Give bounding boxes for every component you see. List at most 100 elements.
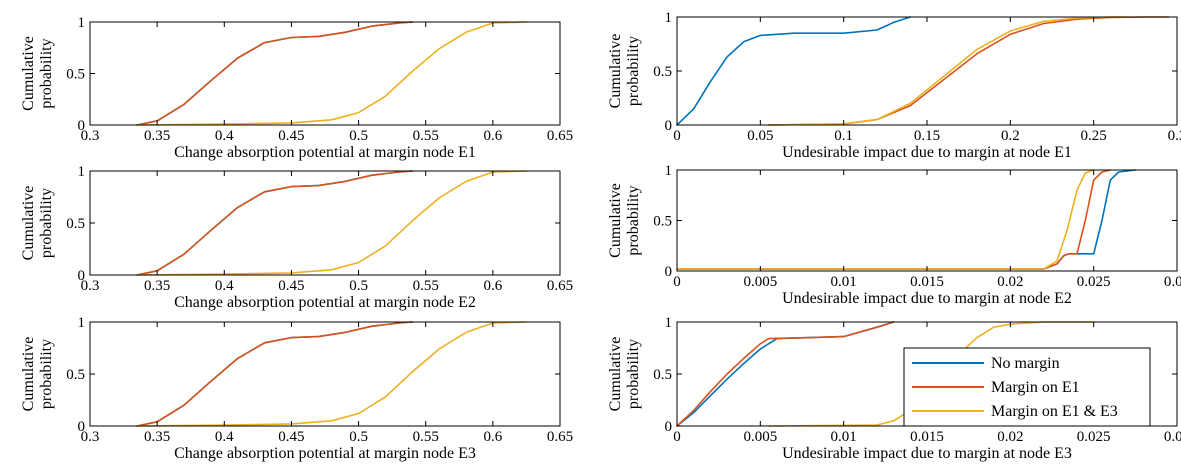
y-axis-label-line: Cumulative: [20, 36, 37, 111]
x-tick-label: 0.65: [547, 429, 573, 445]
x-axis-label: Undesirable impact due to margin at node…: [782, 144, 1072, 161]
y-axis-label-line: Cumulative: [20, 337, 37, 412]
y-axis-label-line: Cumulative: [607, 337, 624, 412]
x-tick-label: 0.3: [81, 429, 100, 445]
x-axis-label: Undesirable impact due to margin at node…: [782, 290, 1072, 307]
x-tick-label: 0: [673, 274, 681, 290]
y-tick-label: 0: [665, 118, 673, 134]
x-tick-label: 0: [673, 128, 681, 144]
y-axis-label: Cumulativeprobability: [607, 183, 642, 258]
series-line-3: [136, 21, 528, 126]
x-tick-label: 0.55: [413, 278, 439, 294]
x-tick-label: 0.55: [413, 128, 439, 144]
y-tick-label: 0.5: [653, 367, 672, 383]
x-tick-label: 0.55: [413, 429, 439, 445]
x-tick-label: 0.3: [1168, 128, 1181, 144]
y-tick-label: 0: [78, 118, 86, 134]
x-tick-label: 0.5: [349, 278, 368, 294]
x-tick-label: 0.4: [215, 278, 234, 294]
y-tick-label: 0.5: [653, 214, 672, 230]
y-axis-label-line: Cumulative: [607, 183, 624, 258]
series-line-2: [136, 21, 414, 126]
y-tick-label: 1: [78, 315, 86, 331]
x-tick-label: 0.4: [215, 128, 234, 144]
axes-box: [89, 170, 561, 276]
y-axis-label-line: probability: [38, 188, 55, 258]
x-tick-label: 0.05: [747, 128, 773, 144]
x-tick-label: 0.6: [483, 429, 502, 445]
series-line-2: [676, 169, 1112, 270]
series-line-3: [676, 169, 1095, 270]
x-tick-label: 0.35: [144, 429, 170, 445]
y-tick-label: 1: [665, 10, 673, 26]
y-tick-label: 0.5: [66, 216, 85, 232]
axes-box: [89, 321, 561, 427]
y-axis-label-line: probability: [625, 36, 642, 106]
x-tick-label: 0.45: [278, 278, 304, 294]
x-tick-label: 0.65: [547, 128, 573, 144]
y-tick-label: 0.5: [66, 67, 85, 83]
x-tick-label: 0.025: [1077, 274, 1111, 290]
panel-3: 0.3 0.35 0.4 0.45 0.5 0.55 0.6 0.65 0 0.5 1 Change …: [20, 164, 573, 311]
legend-entry-label: Margin on E1: [991, 379, 1080, 396]
y-axis-label: Cumulativeprobability: [20, 337, 55, 412]
x-tick-label: 0.005: [743, 429, 777, 445]
x-tick-label: 0.45: [278, 128, 304, 144]
y-tick-label: 0: [665, 264, 673, 280]
y-axis-label: Cumulativeprobability: [607, 34, 642, 109]
y-axis-label: Cumulativeprobability: [607, 337, 642, 412]
series-line-3: [136, 170, 528, 276]
axes-box: [89, 21, 561, 126]
x-tick-label: 0.4: [215, 429, 234, 445]
x-tick-label: 0.1: [834, 128, 853, 144]
y-tick-label: 1: [78, 15, 86, 31]
series-line-2: [136, 170, 414, 276]
series-line-1: [136, 170, 414, 276]
y-tick-label: 1: [665, 163, 673, 179]
x-tick-label: 0.6: [483, 278, 502, 294]
y-tick-label: 1: [665, 315, 673, 331]
axes-box: [676, 16, 1178, 126]
y-tick-label: 0: [665, 419, 673, 435]
y-axis-label-line: probability: [625, 339, 642, 409]
panel-4: 0 0.005 0.01 0.015 0.02 0.025 0.03 0 0.5 1 Undesir…: [607, 163, 1181, 307]
x-tick-label: 0.01: [831, 429, 857, 445]
x-axis-label: Undesirable impact due to margin at node…: [782, 445, 1072, 462]
x-tick-label: 0.015: [910, 274, 944, 290]
series-line-1: [136, 321, 414, 427]
x-tick-label: 0.25: [1081, 128, 1107, 144]
x-tick-label: 0.025: [1077, 429, 1111, 445]
x-tick-label: 0.5: [349, 128, 368, 144]
x-tick-label: 0.01: [831, 274, 857, 290]
x-tick-label: 0.3: [81, 128, 100, 144]
x-tick-label: 0.02: [997, 274, 1023, 290]
x-tick-label: 0.35: [144, 278, 170, 294]
x-tick-label: 0.005: [743, 274, 777, 290]
legend-box: [903, 347, 1151, 427]
y-axis-label-line: Cumulative: [607, 34, 624, 109]
x-tick-label: 0.5: [349, 429, 368, 445]
x-tick-label: 0.35: [144, 128, 170, 144]
series-line-2: [136, 321, 414, 427]
x-tick-label: 0.15: [914, 128, 940, 144]
x-tick-label: 0.015: [910, 429, 944, 445]
x-tick-label: 0.03: [1164, 429, 1181, 445]
y-tick-label: 1: [78, 164, 86, 180]
y-axis-label: Cumulativeprobability: [20, 186, 55, 261]
y-axis-label-line: probability: [38, 38, 55, 108]
x-axis-label: Change absorption potential at margin no…: [174, 144, 476, 161]
y-axis-label-line: probability: [625, 185, 642, 255]
x-tick-label: 0.6: [483, 128, 502, 144]
series-line-3: [767, 16, 1128, 126]
y-axis-label-line: Cumulative: [20, 186, 37, 261]
series-line-3: [136, 321, 528, 427]
series-line-2: [676, 321, 895, 427]
y-tick-label: 0: [78, 268, 86, 284]
x-axis-label: Change absorption potential at margin no…: [174, 445, 476, 462]
panel-1: 0.3 0.35 0.4 0.45 0.5 0.55 0.6 0.65 0 0.5 1 Change …: [20, 15, 573, 161]
x-tick-label: 0.3: [81, 278, 100, 294]
legend-entry-label: No margin: [991, 355, 1060, 372]
legend: No margin Margin on E1 Margin on E1 & E3: [903, 347, 1151, 427]
x-tick-label: 0.45: [278, 429, 304, 445]
